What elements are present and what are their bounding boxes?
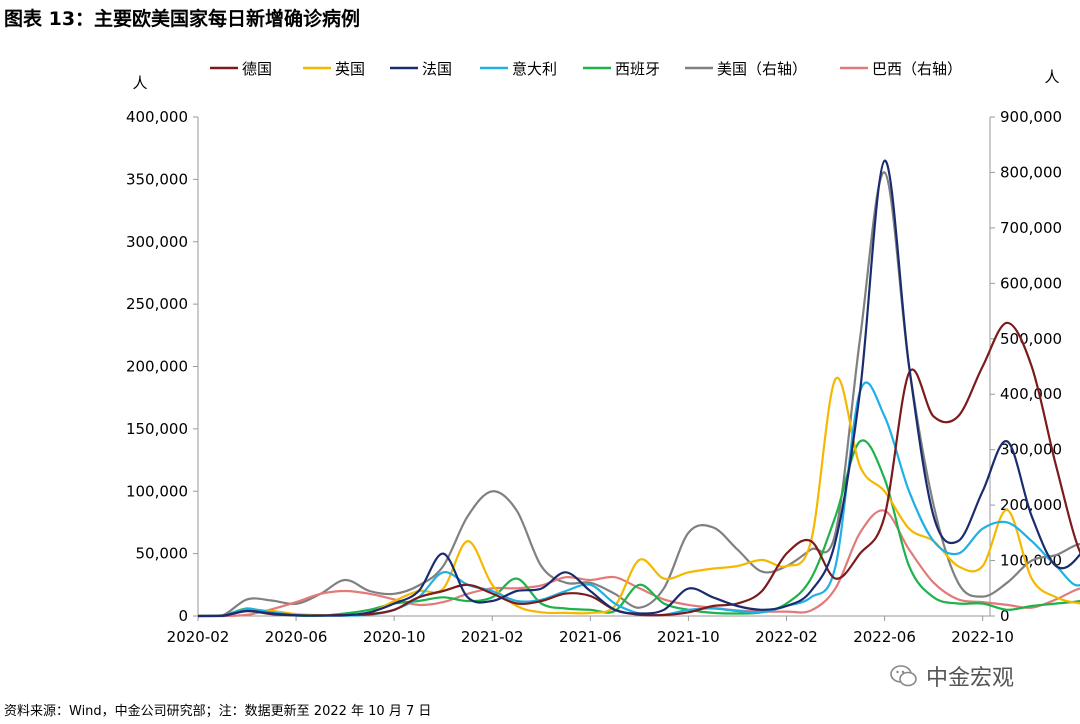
x-tick-label: 2022-06	[853, 628, 916, 646]
y-axis-left-unit: 人	[132, 74, 147, 92]
y-left-tick-label: 250,000	[126, 295, 188, 313]
series-lines	[197, 159, 1080, 618]
y-left-tick-label: 100,000	[126, 482, 188, 500]
figure-title: 图表 13：主要欧美国家每日新增确诊病例	[4, 8, 361, 30]
y-axis-right-unit: 人	[1044, 68, 1059, 86]
y-left-tick-label: 200,000	[126, 358, 188, 376]
series-line-意大利	[197, 381, 1080, 618]
wechat-icon	[890, 665, 917, 687]
legend-label: 意大利	[512, 60, 557, 78]
line-chart: 德国 英国 法国 意大利 西班牙 美国（右轴） 巴西（右轴） 人 人 0 50,000 100,…	[126, 60, 1080, 646]
y-right-tick-label: 0	[1000, 607, 1010, 625]
watermark-text: 中金宏观	[926, 666, 1015, 691]
series-line-法国	[197, 159, 1080, 618]
x-tick-label: 2021-02	[461, 628, 524, 646]
legend-label: 美国（右轴）	[717, 60, 807, 78]
y-right-tick-label: 700,000	[1000, 219, 1062, 237]
y-right-tick-label: 500,000	[1000, 330, 1062, 348]
y-right-tick-label: 200,000	[1000, 496, 1062, 514]
legend-label: 英国	[335, 60, 365, 78]
y-left-tick-label: 0	[178, 607, 188, 625]
legend: 德国 英国 法国 意大利 西班牙 美国（右轴） 巴西（右轴）	[210, 60, 962, 78]
legend-label: 法国	[422, 60, 452, 78]
x-tick-label: 2022-10	[951, 628, 1014, 646]
y-left-tick-label: 150,000	[126, 420, 188, 438]
x-tick-label: 2022-02	[755, 628, 818, 646]
y-right-tick-label: 600,000	[1000, 274, 1062, 292]
y-right-tick-label: 400,000	[1000, 385, 1062, 403]
x-tick-label: 2021-06	[559, 628, 622, 646]
y-left-tick-label: 50,000	[136, 545, 189, 563]
legend-label: 德国	[242, 60, 272, 78]
series-line-美国（右轴）	[197, 171, 1080, 618]
x-tick-label: 2020-02	[167, 628, 230, 646]
x-tick-label: 2020-10	[363, 628, 426, 646]
watermark: 中金宏观	[890, 660, 1014, 692]
y-left-tick-label: 350,000	[126, 170, 188, 188]
source-note: 资料来源：Wind，中金公司研究部；注：数据更新至 2022 年 10 月 7 …	[4, 704, 432, 719]
y-right-tick-label: 900,000	[1000, 108, 1062, 126]
series-line-英国	[197, 376, 1080, 618]
y-right-tick-label: 800,000	[1000, 163, 1062, 181]
legend-label: 巴西（右轴）	[872, 60, 962, 78]
series-line-巴西（右轴）	[197, 509, 1080, 618]
series-line-西班牙	[197, 439, 1080, 618]
x-tick-label: 2020-06	[265, 628, 328, 646]
y-left-tick-label: 400,000	[126, 108, 188, 126]
legend-label: 西班牙	[615, 60, 660, 78]
series-line-德国	[197, 321, 1080, 618]
y-right-tick-label: 300,000	[1000, 441, 1062, 459]
x-tick-label: 2021-10	[657, 628, 720, 646]
axes: 0 50,000 100,000 150,000 200,000 250,000 300,0…	[126, 108, 1062, 646]
y-left-tick-label: 300,000	[126, 233, 188, 251]
